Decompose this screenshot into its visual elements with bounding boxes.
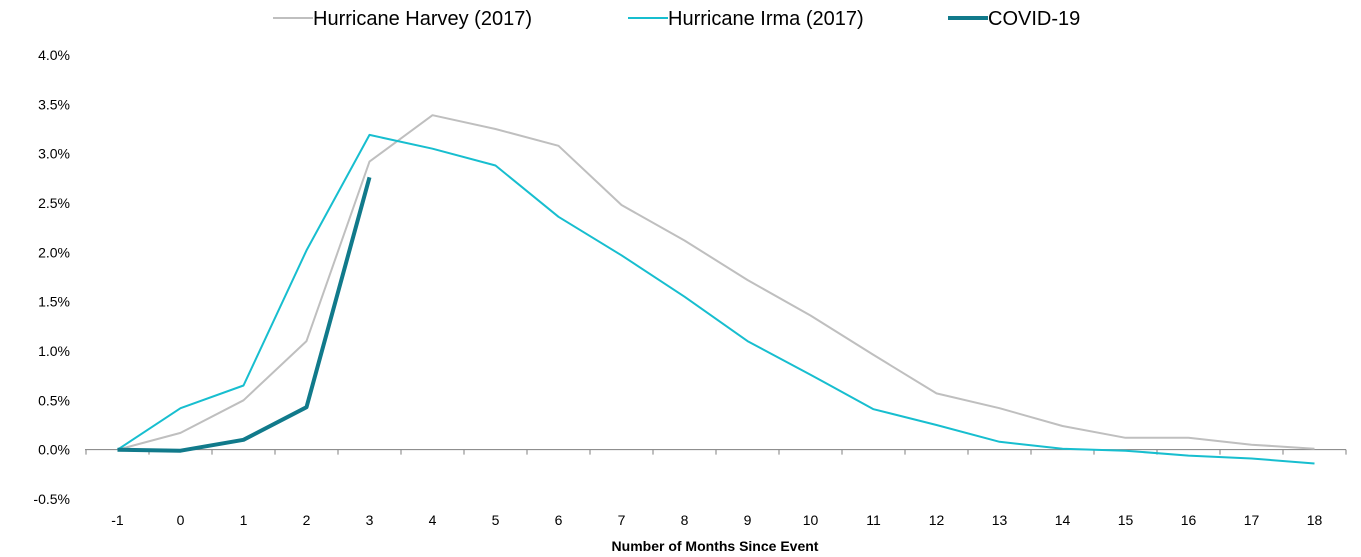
x-tick-label: 13 bbox=[992, 512, 1008, 528]
y-tick-label: 1.0% bbox=[38, 343, 70, 359]
x-tick-label: 8 bbox=[681, 512, 689, 528]
legend-label-3: COVID-19 bbox=[988, 8, 1080, 30]
y-tick-label: 0.0% bbox=[38, 442, 70, 458]
x-tick-label: 10 bbox=[803, 512, 819, 528]
x-tick-label: 14 bbox=[1055, 512, 1071, 528]
x-tick-label: 2 bbox=[303, 512, 311, 528]
y-axis: -0.5% 0.0% 0.5% 1.0% 1.5% 2.0% 2.5% 3.0% 3.5% 4.0… bbox=[33, 47, 70, 507]
y-tick-label: 2.5% bbox=[38, 195, 70, 211]
x-tick-label: 16 bbox=[1181, 512, 1197, 528]
y-tick-label: 3.5% bbox=[38, 96, 70, 112]
x-tick-label: 12 bbox=[929, 512, 945, 528]
y-tick-label: 0.5% bbox=[38, 392, 70, 408]
series-line-3 bbox=[117, 176, 372, 453]
x-axis-title: Number of Months Since Event bbox=[612, 538, 819, 554]
legend: Hurricane Harvey (2017) Hurricane Irma (2… bbox=[273, 8, 1080, 30]
x-tick-label: 17 bbox=[1244, 512, 1260, 528]
y-tick-label: 1.5% bbox=[38, 294, 70, 310]
x-tick-label: 4 bbox=[429, 512, 437, 528]
x-tick-label: -1 bbox=[111, 512, 124, 528]
y-tick-label: -0.5% bbox=[33, 491, 70, 507]
x-tick-label: 15 bbox=[1118, 512, 1134, 528]
x-axis: -1 0 1 2 3 4 5 6 7 8 9 10 11 12 13 14 15 16 17 18 bbox=[85, 449, 1347, 528]
y-tick-label: 3.0% bbox=[38, 146, 70, 162]
legend-label-2: Hurricane Irma (2017) bbox=[668, 8, 864, 30]
series-line-1 bbox=[117, 114, 1315, 451]
y-tick-label: 4.0% bbox=[38, 47, 70, 63]
x-tick-label: 18 bbox=[1307, 512, 1323, 528]
x-tick-label: 7 bbox=[618, 512, 626, 528]
x-tick-label: 11 bbox=[866, 512, 881, 528]
x-tick-label: 5 bbox=[492, 512, 500, 528]
y-tick-label: 2.0% bbox=[38, 244, 70, 260]
x-tick-label: 3 bbox=[366, 512, 374, 528]
series-layer bbox=[116, 114, 1315, 465]
x-tick-label: 6 bbox=[555, 512, 563, 528]
series-line-2 bbox=[116, 133, 1315, 465]
legend-label-1: Hurricane Harvey (2017) bbox=[313, 8, 532, 30]
x-tick-label: 1 bbox=[240, 512, 248, 528]
x-tick-label: 9 bbox=[744, 512, 752, 528]
x-tick-label: 0 bbox=[177, 512, 185, 528]
